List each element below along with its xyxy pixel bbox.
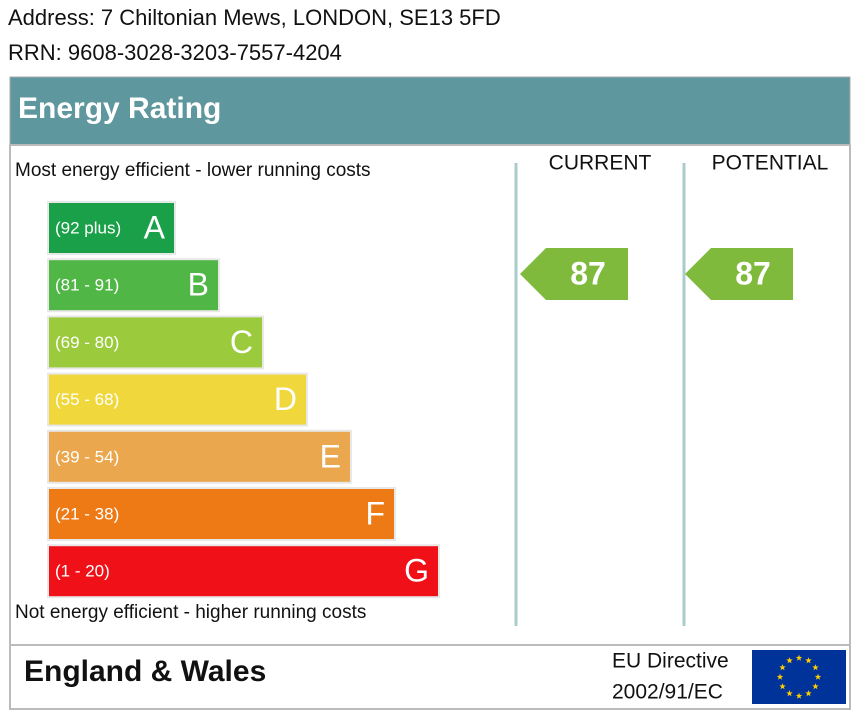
footer-directive: 2002/91/EC — [612, 681, 723, 704]
eu-star — [779, 683, 786, 690]
eu-star — [814, 673, 822, 680]
band-bar — [47, 372, 308, 427]
eu-star — [795, 692, 803, 699]
rating-arrow — [685, 248, 793, 300]
rrn: RRN: 9608-3028-3203-7557-4204 — [8, 40, 342, 65]
address: Address: 7 Chiltonian Mews, LONDON, SE13… — [8, 5, 501, 30]
eu-star — [812, 683, 819, 690]
current-header: CURRENT — [549, 152, 652, 175]
band-range: (39 - 54) — [55, 447, 119, 466]
band-range: (1 - 20) — [55, 562, 110, 581]
band-letter: E — [320, 438, 341, 474]
footer-region: England & Wales — [24, 655, 266, 688]
band-letter: D — [274, 381, 297, 417]
eu-star — [786, 657, 793, 664]
band-range: (21 - 38) — [55, 504, 119, 523]
eu-star — [786, 690, 793, 697]
potential-header: POTENTIAL — [712, 152, 829, 175]
band-bar — [47, 544, 440, 599]
eu-star — [812, 664, 819, 671]
eu-star — [779, 664, 786, 671]
bottom-note: Not energy efficient - higher running co… — [15, 602, 366, 623]
eu-star — [795, 654, 803, 661]
band-bar — [47, 429, 352, 484]
band-bar — [47, 315, 264, 370]
footer-box — [9, 644, 851, 710]
top-note: Most energy efficient - lower running co… — [15, 160, 371, 181]
band-bar — [47, 487, 396, 541]
band-bar — [47, 201, 176, 255]
band-range: (92 plus) — [55, 218, 121, 237]
rating-arrow — [520, 248, 628, 300]
band-range: (69 - 80) — [55, 333, 119, 352]
header-bar — [9, 76, 851, 146]
eu-star — [805, 690, 812, 697]
rating-value: 87 — [735, 255, 771, 291]
footer-directive: EU Directive — [612, 650, 729, 673]
band-range: (81 - 91) — [55, 276, 119, 295]
band-bar — [47, 258, 220, 313]
band-letter: C — [230, 324, 253, 360]
band-range: (55 - 68) — [55, 390, 119, 409]
band-letter: G — [404, 553, 429, 589]
band-letter: A — [144, 209, 166, 245]
rating-value: 87 — [570, 255, 606, 291]
eu-star — [776, 673, 784, 680]
band-letter: B — [188, 267, 209, 303]
header-title: Energy Rating — [18, 92, 221, 125]
eu-star — [805, 657, 812, 664]
band-letter: F — [365, 495, 385, 531]
